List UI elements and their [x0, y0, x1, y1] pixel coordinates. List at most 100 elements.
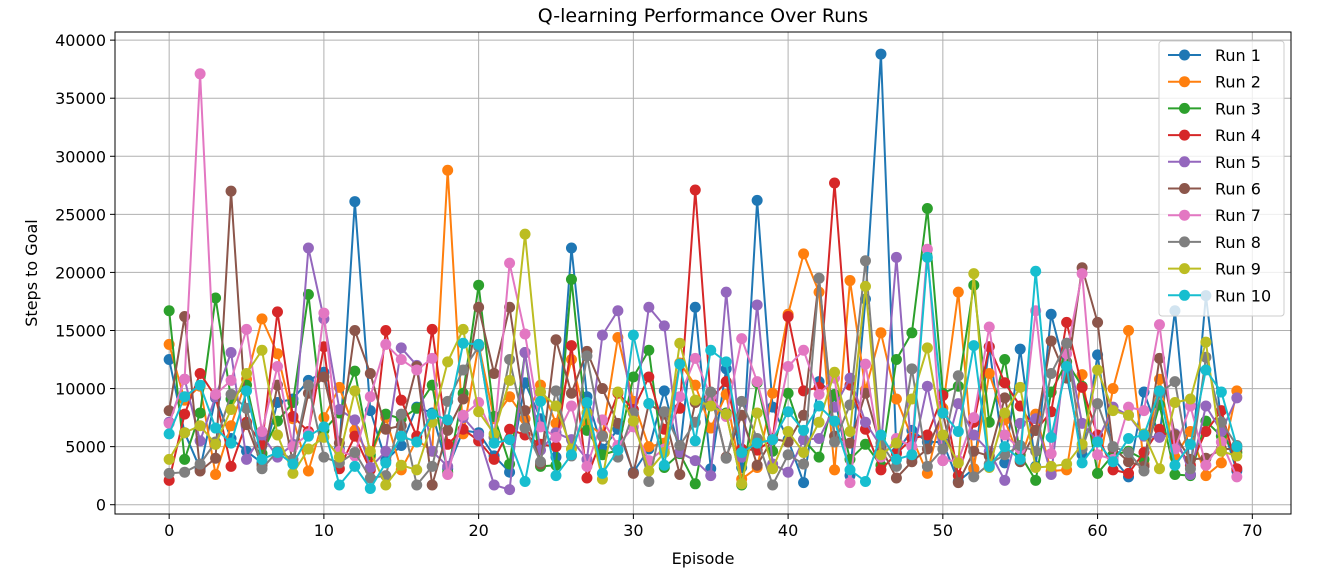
series-line: [168, 256, 1238, 490]
data-point: [426, 408, 438, 420]
data-point: [1014, 381, 1026, 393]
data-point: [395, 459, 407, 471]
legend-label: Run 9: [1215, 260, 1261, 279]
data-point: [1014, 453, 1026, 465]
data-point: [210, 422, 222, 434]
data-point: [999, 429, 1011, 441]
data-point: [596, 467, 608, 479]
data-point: [565, 242, 577, 254]
data-point: [751, 437, 763, 449]
legend-box: [1158, 40, 1285, 317]
data-point: [674, 337, 686, 349]
data-point: [256, 313, 268, 325]
data-point: [581, 350, 593, 362]
data-point: [318, 421, 330, 433]
data-point: [999, 392, 1011, 404]
data-point: [1092, 364, 1104, 376]
data-point: [550, 431, 562, 443]
data-point: [844, 275, 856, 287]
data-point: [302, 465, 314, 477]
data-point: [999, 407, 1011, 419]
data-point: [612, 444, 624, 456]
data-point: [658, 320, 670, 332]
data-point: [705, 470, 717, 482]
data-point: [1045, 460, 1057, 472]
legend-label: Run 6: [1215, 180, 1261, 199]
data-point: [1169, 469, 1181, 481]
legend: Run 1 Run 2 Run 3 Run 4 Run 5 Run 6 Run 7 Run 8…: [1158, 40, 1285, 317]
data-point: [1184, 438, 1196, 450]
data-point: [426, 323, 438, 335]
data-point: [581, 472, 593, 484]
data-point: [751, 376, 763, 388]
data-point: [1076, 268, 1088, 280]
data-point: [859, 255, 871, 267]
data-point: [689, 394, 701, 406]
data-point: [1184, 463, 1196, 475]
data-point: [1153, 423, 1165, 435]
data-point: [952, 477, 964, 489]
data-point: [921, 203, 933, 215]
data-point: [473, 406, 485, 418]
data-point: [705, 400, 717, 412]
y-axis: 0 5000 10000 15000 20000 25000 30000 35000 40000: [55, 31, 115, 515]
data-point: [921, 251, 933, 263]
data-point: [241, 323, 253, 335]
data-point: [875, 464, 887, 476]
data-point: [1061, 316, 1073, 328]
data-point: [1092, 436, 1104, 448]
data-point: [457, 323, 469, 335]
data-point: [504, 354, 516, 366]
data-point: [1200, 470, 1212, 482]
data-point: [1123, 456, 1135, 468]
data-point: [442, 356, 454, 368]
data-point: [1231, 450, 1243, 462]
series-layer: [163, 48, 1243, 496]
data-point: [550, 470, 562, 482]
data-point: [302, 443, 314, 455]
data-point: [937, 455, 949, 467]
data-point: [844, 437, 856, 449]
data-point: [473, 279, 485, 291]
legend-label: Run 2: [1215, 73, 1261, 92]
data-point: [488, 437, 500, 449]
data-point: [1107, 464, 1119, 476]
data-point: [241, 385, 253, 397]
data-point: [1123, 446, 1135, 458]
legend-swatch-marker: [1179, 76, 1190, 88]
data-point: [302, 379, 314, 391]
data-point: [457, 409, 469, 421]
data-point: [1107, 405, 1119, 417]
data-point: [829, 366, 841, 378]
data-point: [859, 358, 871, 370]
data-point: [829, 464, 841, 476]
legend-swatch-marker: [1179, 263, 1190, 275]
data-point: [380, 324, 392, 336]
data-point: [1107, 441, 1119, 453]
y-tick-label: 15000: [55, 321, 106, 340]
data-point: [179, 427, 191, 439]
data-point: [349, 324, 361, 336]
legend-swatch-marker: [1179, 156, 1190, 168]
data-point: [890, 472, 902, 484]
series-line: [169, 259, 1238, 486]
legend-label: Run 10: [1215, 286, 1271, 305]
legend-swatch-marker: [1179, 129, 1190, 141]
legend-item: Run 8: [1168, 233, 1261, 252]
data-point: [798, 458, 810, 470]
data-point: [210, 438, 222, 450]
data-point: [983, 321, 995, 333]
data-point: [890, 393, 902, 405]
data-point: [829, 436, 841, 448]
data-point: [194, 420, 206, 432]
data-point: [210, 469, 222, 481]
data-point: [643, 398, 655, 410]
data-point: [349, 446, 361, 458]
data-point: [565, 340, 577, 352]
data-point: [163, 305, 175, 317]
data-point: [859, 475, 871, 487]
data-point: [1169, 397, 1181, 408]
data-point: [782, 311, 794, 323]
data-point: [488, 367, 500, 379]
